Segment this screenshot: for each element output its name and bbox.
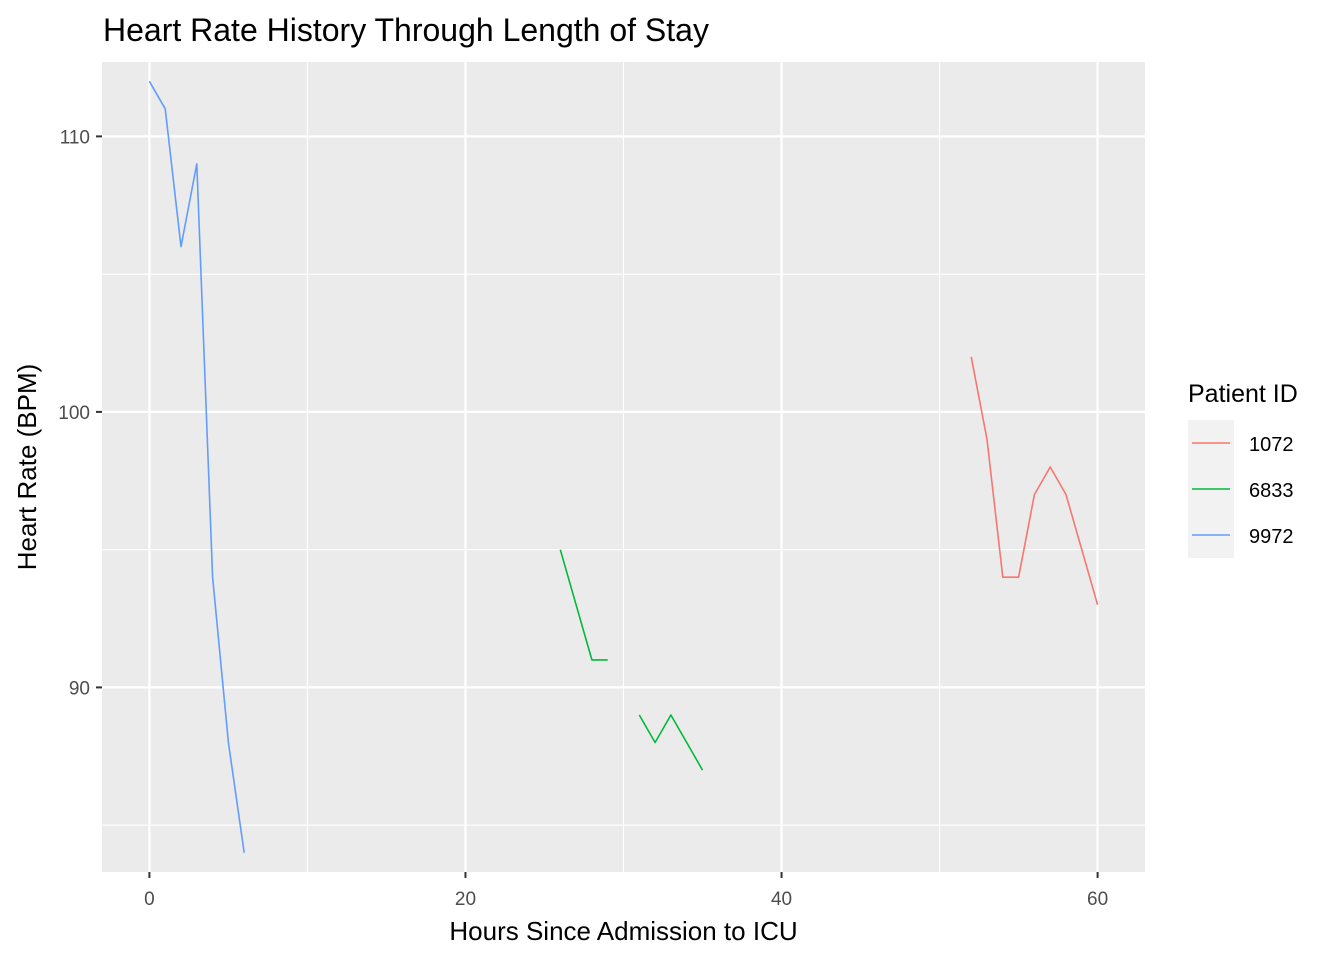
legend-label-6833: 6833 <box>1249 480 1294 502</box>
series-lines <box>148 80 1099 853</box>
legend-title: Patient ID <box>1188 380 1298 408</box>
minor-gridlines <box>102 62 1145 872</box>
legend-label-9972: 9972 <box>1249 526 1294 548</box>
series-line-1072 <box>970 356 1099 606</box>
x-tick-label: 60 <box>1087 889 1108 910</box>
major-gridlines <box>102 62 1145 872</box>
x-axis: 0 20 40 60 <box>144 872 1108 910</box>
series-line-6833 <box>559 549 608 661</box>
x-tick-label: 0 <box>144 889 155 910</box>
legend: Patient ID 1072 6833 9972 <box>1188 380 1298 558</box>
chart-title: Heart Rate History Through Length of Sta… <box>103 12 709 48</box>
y-tick-label: 110 <box>60 127 90 148</box>
y-tick-label: 90 <box>69 678 90 699</box>
x-tick-label: 40 <box>771 889 792 910</box>
series-line-9972 <box>148 80 245 853</box>
series-line-6833 <box>638 714 704 771</box>
y-axis-label: Heart Rate (BPM) <box>12 364 42 571</box>
y-axis: 90 100 110 <box>58 127 102 699</box>
x-tick-label: 20 <box>455 889 476 910</box>
legend-label-1072: 1072 <box>1249 434 1294 456</box>
x-axis-label: Hours Since Admission to ICU <box>449 916 797 946</box>
y-tick-label: 100 <box>58 403 90 424</box>
